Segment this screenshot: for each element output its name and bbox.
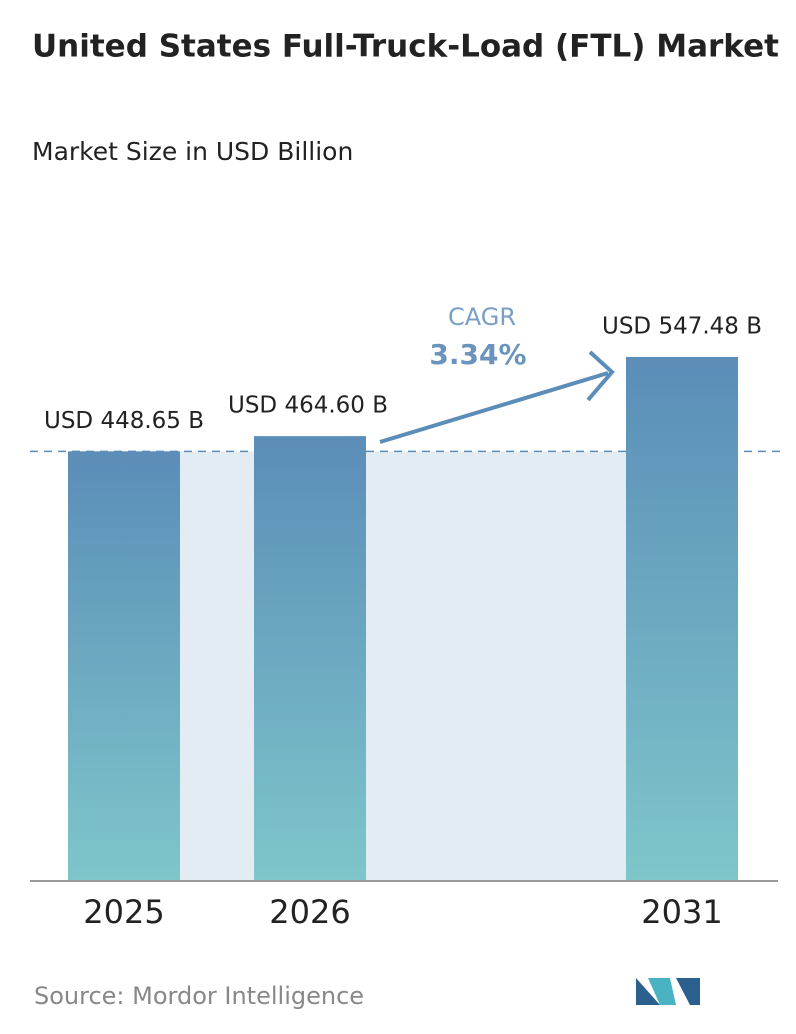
cagr-arrow xyxy=(379,371,609,444)
cagr-arrowhead xyxy=(586,350,615,402)
chart-subtitle: Market Size in USD Billion xyxy=(32,137,353,166)
x-tick-label: 2026 xyxy=(269,893,350,931)
cagr-label: CAGR xyxy=(448,303,516,331)
x-tick-label: 2025 xyxy=(83,893,164,931)
x-tick-label: 2031 xyxy=(641,893,722,931)
source: Source: Mordor Intelligence xyxy=(34,982,364,1010)
bar xyxy=(254,436,366,880)
bar xyxy=(68,451,180,880)
chart-title: United States Full-Truck-Load (FTL) Mark… xyxy=(32,29,779,65)
logo xyxy=(636,978,700,1005)
bar xyxy=(626,356,738,880)
value-label: USD 547.48 B xyxy=(602,313,762,339)
value-label: USD 448.65 B xyxy=(44,408,204,434)
cagr-value: 3.34% xyxy=(429,338,526,371)
value-label: USD 464.60 B xyxy=(228,393,388,419)
